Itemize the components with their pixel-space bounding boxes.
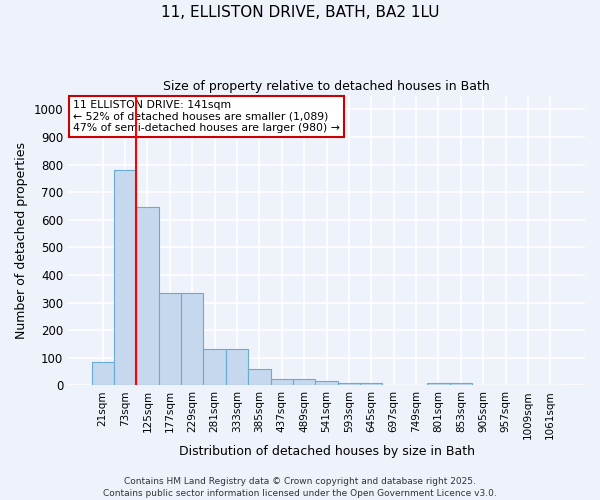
- Bar: [449, 382, 472, 386]
- Bar: [293, 380, 316, 386]
- Bar: [158, 293, 181, 386]
- Title: Size of property relative to detached houses in Bath: Size of property relative to detached ho…: [163, 80, 490, 93]
- Bar: [360, 382, 382, 386]
- X-axis label: Distribution of detached houses by size in Bath: Distribution of detached houses by size …: [179, 444, 475, 458]
- Bar: [427, 382, 449, 386]
- Bar: [226, 348, 248, 386]
- Text: Contains HM Land Registry data © Crown copyright and database right 2025.
Contai: Contains HM Land Registry data © Crown c…: [103, 476, 497, 498]
- Bar: [92, 362, 114, 386]
- Bar: [316, 382, 338, 386]
- Bar: [181, 293, 203, 386]
- Y-axis label: Number of detached properties: Number of detached properties: [15, 142, 28, 339]
- Bar: [248, 369, 271, 386]
- Bar: [136, 206, 158, 386]
- Bar: [338, 382, 360, 386]
- Text: 11, ELLISTON DRIVE, BATH, BA2 1LU: 11, ELLISTON DRIVE, BATH, BA2 1LU: [161, 5, 439, 20]
- Bar: [114, 170, 136, 386]
- Bar: [271, 380, 293, 386]
- Bar: [203, 348, 226, 386]
- Text: 11 ELLISTON DRIVE: 141sqm
← 52% of detached houses are smaller (1,089)
47% of se: 11 ELLISTON DRIVE: 141sqm ← 52% of detac…: [73, 100, 340, 133]
